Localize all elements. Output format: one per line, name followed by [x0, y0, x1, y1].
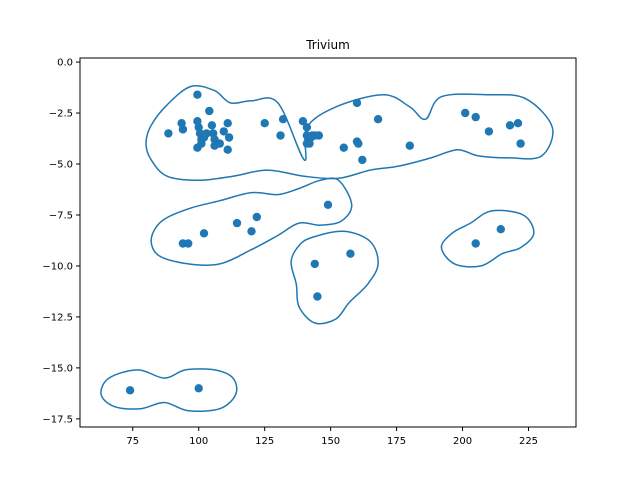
x-tick-label: 200 [453, 436, 472, 447]
x-tick-label: 225 [519, 436, 538, 447]
x-tick-label: 150 [321, 436, 340, 447]
scatter-point [194, 384, 203, 393]
chart-title: Trivium [305, 38, 350, 52]
scatter-point [247, 227, 256, 236]
density-contour-5 [100, 368, 238, 412]
scatter-point [278, 115, 288, 124]
scatter-point [305, 139, 314, 148]
contour-layer [100, 85, 554, 412]
scatter-point [199, 229, 209, 238]
scatter-point [358, 155, 367, 165]
scatter-point [224, 133, 234, 142]
tick-layer: 75 100 125 150 175 200 225 0.0 −2.5 −5.0 −7.5 −10.0… [42, 58, 538, 447]
y-tick-label: −7.5 [49, 210, 73, 221]
scatter-point [323, 200, 333, 209]
scatter-point [207, 121, 217, 130]
scatter-point [313, 292, 322, 301]
scatter-point [516, 139, 525, 148]
y-tick-label: −2.5 [49, 109, 73, 120]
scatter-point [471, 239, 480, 248]
x-tick-label: 75 [126, 436, 139, 447]
x-tick-label: 125 [255, 436, 274, 447]
scatter-point [202, 129, 211, 138]
scatter-point [373, 115, 383, 124]
scatter-point [314, 131, 323, 140]
scatter-point [405, 141, 414, 150]
scatter-point [178, 125, 188, 134]
point-layer [125, 90, 525, 395]
scatter-point [205, 106, 214, 116]
scatter-point [125, 386, 135, 395]
scatter-point [252, 212, 261, 222]
scatter-point [461, 108, 470, 118]
x-tick-label: 100 [189, 436, 208, 447]
scatter-point [223, 119, 232, 128]
scatter-point [298, 117, 308, 126]
y-tick-label: −10.0 [42, 261, 73, 272]
scatter-point [193, 90, 202, 99]
scatter-point [260, 119, 269, 128]
y-tick-label: −12.5 [42, 312, 73, 323]
scatter-point [513, 119, 523, 128]
scatter-point [223, 145, 232, 154]
y-tick-label: −15.0 [42, 363, 73, 374]
scatter-point [354, 139, 363, 148]
density-contour-1 [145, 85, 554, 182]
scatter-point [505, 121, 515, 130]
scatter-point [310, 259, 319, 269]
density-contour-3 [290, 230, 379, 325]
scatter-point [276, 131, 285, 140]
x-tick-label: 175 [387, 436, 406, 447]
density-contour-4 [440, 209, 535, 268]
scatter-point [219, 127, 228, 136]
density-contour-2 [150, 177, 353, 267]
y-tick-label: −5.0 [49, 160, 73, 171]
scatter-point [346, 249, 355, 258]
scatter-point [215, 139, 224, 148]
plot-area-frame [79, 57, 577, 428]
scatter-point [339, 143, 348, 152]
scatter-point [496, 225, 505, 234]
scatter-point [484, 127, 494, 136]
scatter-point [232, 218, 242, 228]
scatter-point [471, 112, 480, 122]
scatter-point [352, 98, 362, 108]
y-tick-label: −17.5 [42, 414, 73, 425]
y-tick-label: 0.0 [57, 58, 73, 69]
scatter-point [164, 129, 173, 138]
scatter-point [184, 239, 193, 248]
scatter-point [302, 123, 312, 132]
